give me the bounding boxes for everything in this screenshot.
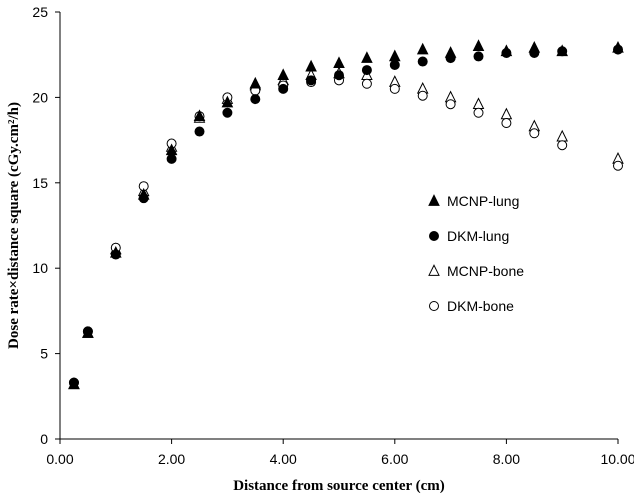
legend-label: DKM-bone xyxy=(447,298,514,314)
data-point xyxy=(193,109,206,122)
data-point xyxy=(388,49,401,62)
data-point xyxy=(556,129,569,142)
data-point xyxy=(68,377,79,388)
y-axis-label: Dose rate×distance square (cGy.cm²/h) xyxy=(6,102,22,349)
y-tick-label: 15 xyxy=(32,175,48,191)
data-point xyxy=(333,56,345,69)
data-point xyxy=(221,95,234,108)
x-tick-label: 10.00 xyxy=(600,451,634,467)
data-point xyxy=(557,140,568,151)
data-point xyxy=(166,153,177,164)
legend-marker xyxy=(429,301,439,311)
data-point xyxy=(306,75,317,86)
data-point xyxy=(501,118,512,129)
series-dkm-lung xyxy=(68,44,623,388)
data-point xyxy=(613,160,623,171)
data-point xyxy=(110,249,121,260)
data-point xyxy=(138,193,149,204)
data-points xyxy=(68,39,624,390)
data-point xyxy=(613,44,623,55)
y-tick-label: 25 xyxy=(32,4,48,20)
data-point xyxy=(500,107,513,120)
data-point xyxy=(249,76,262,89)
data-point xyxy=(557,46,568,57)
y-tick-label: 5 xyxy=(40,346,48,362)
series-mcnp-lung xyxy=(68,39,624,390)
data-point xyxy=(417,56,428,67)
data-point xyxy=(389,59,400,70)
data-point xyxy=(361,78,372,89)
series-dkm-bone xyxy=(68,75,623,388)
legend-marker xyxy=(428,194,440,206)
data-point xyxy=(250,94,261,105)
data-point xyxy=(472,97,485,110)
axes xyxy=(59,12,618,440)
data-point xyxy=(277,68,290,81)
data-point xyxy=(529,47,540,58)
data-point xyxy=(361,51,373,63)
data-point xyxy=(389,83,400,94)
data-point xyxy=(445,99,456,110)
legend-label: DKM-lung xyxy=(447,228,509,244)
data-point xyxy=(194,126,205,137)
data-point xyxy=(305,59,317,72)
legend-label: MCNP-bone xyxy=(447,263,524,279)
x-tick-label: 8.00 xyxy=(493,451,520,467)
legend-label: MCNP-lung xyxy=(447,193,519,209)
data-point xyxy=(278,83,289,94)
data-point xyxy=(361,65,372,76)
data-point xyxy=(529,128,540,139)
legend: MCNP-lung DKM-lung MCNP-bone DKM-bone xyxy=(428,193,524,314)
data-point xyxy=(82,326,93,337)
x-axis-label: Distance from source center (cm) xyxy=(233,478,445,494)
series-mcnp-bone xyxy=(68,66,624,390)
data-point xyxy=(472,39,485,51)
data-point xyxy=(445,53,456,64)
data-point xyxy=(473,51,484,62)
data-point xyxy=(222,107,233,118)
x-tick-label: 6.00 xyxy=(381,451,408,467)
y-tick-label: 0 xyxy=(40,431,48,447)
legend-marker xyxy=(428,264,440,276)
y-tick-label: 20 xyxy=(32,89,48,105)
ticks: 0 5 10 15 20 25 0.00 2.00 4.00 6.00 8.00 10.00 xyxy=(32,4,634,467)
data-point xyxy=(334,70,344,81)
data-point xyxy=(417,90,428,101)
legend-marker xyxy=(429,231,439,241)
data-point xyxy=(473,107,484,118)
y-tick-label: 10 xyxy=(32,260,48,276)
data-point xyxy=(501,47,512,58)
data-point xyxy=(416,42,429,55)
x-tick-label: 4.00 xyxy=(270,451,297,467)
x-tick-label: 0.00 xyxy=(46,451,73,467)
x-tick-label: 2.00 xyxy=(158,451,185,467)
